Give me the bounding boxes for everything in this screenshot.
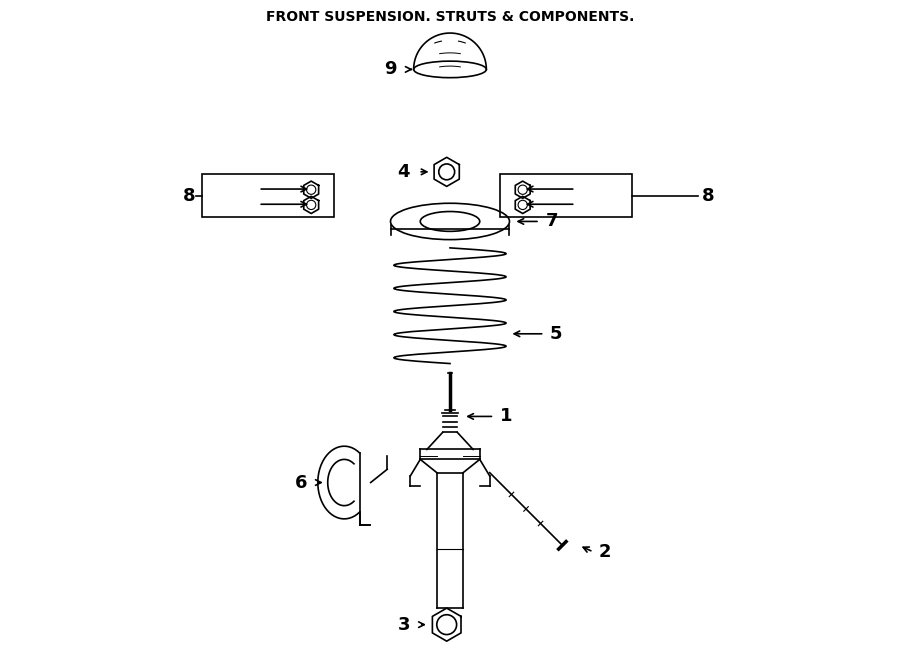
Text: 2: 2 xyxy=(599,543,612,561)
Bar xyxy=(202,174,334,217)
Text: 6: 6 xyxy=(295,473,308,492)
Text: 9: 9 xyxy=(384,60,397,79)
Text: 7: 7 xyxy=(546,212,559,231)
Text: 4: 4 xyxy=(398,163,410,181)
Text: FRONT SUSPENSION. STRUTS & COMPONENTS.: FRONT SUSPENSION. STRUTS & COMPONENTS. xyxy=(266,9,634,24)
Bar xyxy=(500,174,632,217)
Text: 3: 3 xyxy=(398,615,410,634)
Text: 5: 5 xyxy=(550,325,562,343)
Text: 8: 8 xyxy=(701,186,714,205)
Text: 1: 1 xyxy=(500,407,512,426)
Text: 8: 8 xyxy=(183,186,195,205)
